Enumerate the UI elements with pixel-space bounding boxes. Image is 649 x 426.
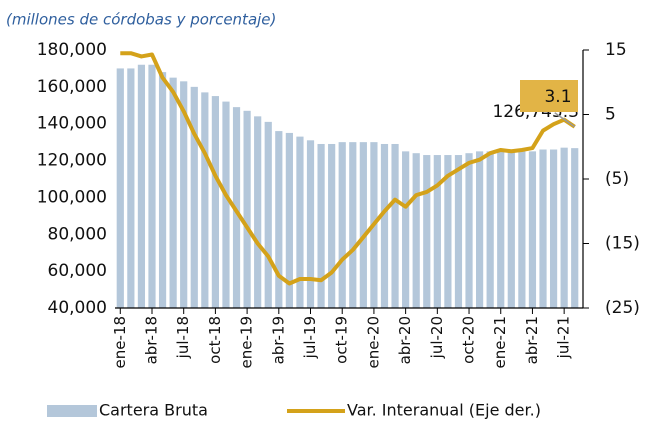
bar	[507, 151, 515, 308]
y2-tick-label: 5	[605, 105, 616, 125]
bar	[275, 131, 283, 308]
legend-swatch	[47, 405, 97, 417]
bar	[158, 72, 167, 308]
label-box	[520, 80, 578, 112]
y2-tick-label: 15	[605, 40, 627, 60]
bar	[539, 149, 547, 308]
x-tick-label: jul-20	[428, 316, 446, 359]
bar	[423, 155, 431, 308]
bar	[549, 149, 558, 308]
x-tick-label: jul-21	[555, 316, 573, 359]
leader-line	[554, 112, 576, 128]
y2-tick-label: (25)	[605, 298, 640, 318]
bar	[116, 68, 124, 308]
x-tick-label: jul-19	[301, 316, 319, 359]
bar	[465, 153, 473, 308]
bar	[528, 151, 537, 308]
bar	[359, 142, 367, 308]
bar	[254, 116, 262, 308]
bar	[264, 121, 272, 308]
bar	[127, 68, 135, 308]
y-tick-label: 160,000	[37, 77, 107, 97]
bar	[476, 151, 484, 308]
bar	[306, 140, 315, 308]
y-tick-label: 120,000	[37, 151, 107, 171]
bar	[148, 64, 156, 308]
bar	[169, 77, 177, 309]
bar	[349, 142, 357, 308]
y-tick-label: 180,000	[37, 40, 107, 60]
bar	[402, 151, 410, 308]
bar	[380, 143, 389, 308]
y-tick-label: 80,000	[48, 224, 107, 244]
bar	[412, 153, 420, 308]
y-tick-label: 140,000	[37, 114, 107, 134]
bar	[328, 143, 336, 308]
bar	[317, 143, 325, 308]
y-tick-label: 40,000	[48, 298, 107, 318]
bar	[285, 132, 293, 308]
bar	[560, 147, 568, 308]
y-tick-label: 100,000	[37, 187, 107, 207]
y2-tick-label: (15)	[605, 234, 640, 254]
x-tick-label: abr-19	[269, 316, 287, 364]
bar	[497, 151, 505, 308]
bar	[486, 151, 494, 308]
x-tick-label: abr-20	[396, 316, 414, 364]
bar	[444, 155, 452, 308]
bar	[454, 155, 463, 308]
x-tick-label: ene-20	[364, 316, 382, 368]
bar	[391, 143, 399, 308]
line	[120, 51, 576, 286]
x-tick-label: ene-19	[238, 316, 256, 368]
bar	[201, 92, 209, 308]
y2-tick-label: (5)	[605, 169, 629, 189]
legend-label: Var. Interanual (Eje der.)	[347, 401, 541, 420]
bar	[433, 155, 441, 308]
bar	[137, 64, 146, 308]
bar	[232, 107, 241, 308]
x-tick-label: abr-18	[142, 316, 160, 364]
bar	[190, 86, 198, 308]
x-tick-label: oct-19	[333, 316, 351, 364]
x-tick-label: abr-21	[523, 316, 541, 364]
x-tick-label: jul-18	[174, 316, 192, 359]
x-tick-label: ene-18	[111, 316, 129, 368]
bar	[338, 142, 346, 308]
bar	[296, 136, 304, 308]
bar	[518, 151, 526, 308]
legend-label: Cartera Bruta	[99, 401, 208, 420]
x-tick-label: oct-20	[460, 316, 478, 364]
bar	[571, 148, 579, 308]
bar	[222, 101, 230, 308]
chart-subtitle: (millones de córdobas y porcentaje)	[6, 11, 276, 29]
bar	[243, 110, 251, 308]
bar	[180, 81, 188, 308]
line-value-label: 3.1	[544, 87, 571, 107]
x-tick-label: ene-21	[491, 316, 509, 368]
bar	[211, 96, 219, 308]
y-tick-label: 60,000	[48, 261, 107, 281]
x-tick-label: oct-18	[206, 316, 224, 364]
